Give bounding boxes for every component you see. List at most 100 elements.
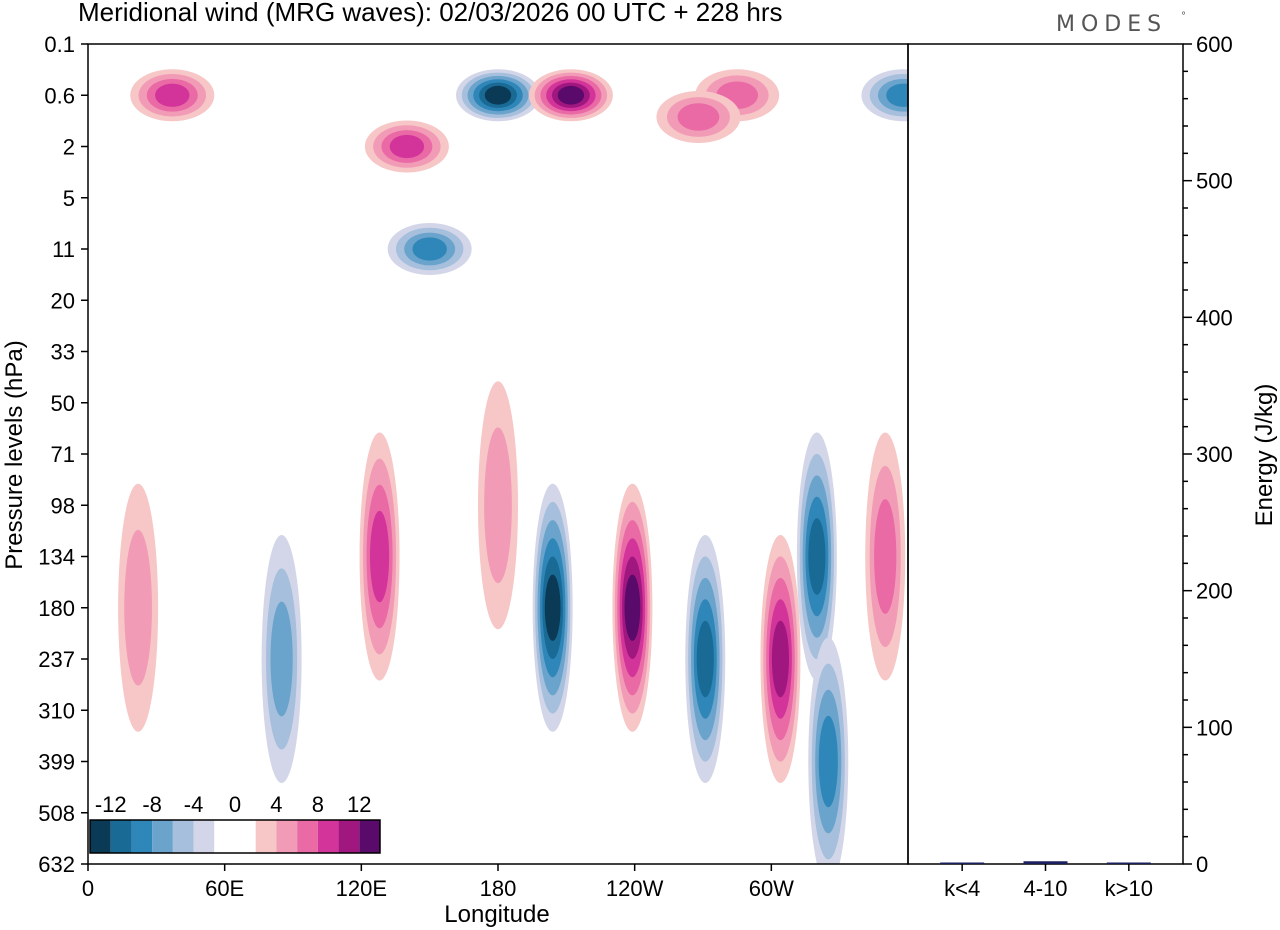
energy-bar — [1106, 862, 1151, 864]
pressure-tick-label: 33 — [51, 340, 75, 365]
pressure-tick-label: 71 — [51, 442, 75, 467]
contour-feature — [359, 432, 400, 681]
pressure-tick-label: 310 — [38, 698, 75, 723]
contour-feature — [456, 69, 540, 122]
colorbar-label: -8 — [142, 792, 162, 817]
energy-panel-frame — [907, 43, 1184, 865]
pressure-tick-label: 5 — [63, 186, 75, 211]
energy-bar — [940, 862, 985, 864]
contour-feature — [528, 69, 613, 122]
contour-feature — [478, 381, 518, 630]
colorbar-label: 8 — [312, 792, 324, 817]
pressure-tick-label: 508 — [38, 801, 75, 826]
energy-category-label: k<4 — [944, 876, 980, 901]
chart-title: Meridional wind (MRG waves): 02/03/2026 … — [78, 0, 783, 27]
colorbar-swatch — [338, 820, 360, 853]
energy-bar — [1023, 861, 1068, 864]
contour-band — [886, 83, 908, 107]
energy-tick-label: 600 — [1196, 32, 1233, 57]
energy-tick-label: 100 — [1196, 715, 1233, 740]
contour-feature — [865, 432, 906, 681]
pressure-tick-label: 180 — [38, 596, 75, 621]
colorbar: -12 -8 -4 0 4 8 12 — [89, 792, 381, 854]
contour-feature — [532, 483, 573, 732]
colorbar-swatch — [255, 820, 277, 853]
contour-feature — [861, 69, 908, 122]
brand-mark: ° — [1181, 11, 1186, 22]
colorbar-swatch — [317, 820, 339, 853]
contour-feature — [612, 483, 653, 732]
energy-tick-label: 200 — [1196, 579, 1233, 604]
contour-fields — [118, 69, 908, 864]
contour-band — [624, 574, 641, 641]
longitude-tick-label: 120E — [336, 876, 387, 901]
contour-band — [557, 85, 585, 105]
energy-tick-label: 400 — [1196, 305, 1233, 330]
colorbar-label: 0 — [229, 792, 241, 817]
contour-band — [124, 529, 152, 686]
contour-feature — [796, 432, 837, 681]
energy-tick-label: 0 — [1196, 852, 1208, 877]
contour-feature — [808, 637, 849, 864]
pressure-tick-label: 11 — [52, 237, 75, 262]
contour-feature — [387, 223, 472, 275]
contour-feature — [656, 90, 741, 143]
energy-tick-label: 300 — [1196, 442, 1233, 467]
energy-category-label: 4-10 — [1023, 876, 1067, 901]
colorbar-swatch — [214, 820, 256, 853]
pressure-tick-label: 134 — [38, 545, 75, 570]
energy-categories: k<4 4-10 k>10 — [944, 864, 1153, 901]
colorbar-swatch — [172, 820, 194, 853]
colorbar-swatch — [152, 820, 173, 853]
pressure-tick-label: 98 — [51, 493, 75, 518]
contour-band — [771, 620, 790, 698]
colorbar-frame — [89, 819, 381, 854]
pressure-axis: 0.1 0.6 2 5 11 20 33 50 71 98 134 180 237 310 399 508 63… — [38, 32, 88, 877]
energy-tick-label: 500 — [1196, 169, 1233, 194]
pressure-tick-label: 2 — [63, 135, 75, 160]
energy-bars — [940, 861, 1151, 864]
longitude-axis: 0 60E 120E 180 120W 60W — [82, 864, 794, 901]
longitude-tick-label: 0 — [82, 876, 94, 901]
colorbar-swatch — [193, 820, 215, 853]
pressure-tick-label: 0.1 — [44, 32, 75, 57]
contour-band — [818, 715, 838, 808]
pressure-tick-label: 50 — [51, 391, 75, 416]
contour-feature — [685, 535, 726, 783]
energy-axis: 0 100 200 300 400 500 600 — [1183, 32, 1233, 877]
pressure-tick-label: 632 — [38, 852, 75, 877]
colorbar-label: 4 — [270, 792, 282, 817]
pressure-tick-label: 20 — [51, 288, 75, 313]
contour-band — [484, 85, 512, 105]
colorbar-swatch — [131, 820, 153, 853]
colorbar-label: 12 — [347, 792, 371, 817]
contour-feature — [261, 535, 302, 783]
contour-band — [808, 518, 826, 595]
colorbar-swatch — [110, 820, 132, 853]
colorbar-label: -4 — [184, 792, 204, 817]
pressure-tick-label: 237 — [38, 647, 75, 672]
pressure-tick-label: 399 — [38, 750, 75, 775]
colorbar-label: -12 — [95, 792, 127, 817]
longitude-tick-label: 60E — [205, 876, 244, 901]
contour-feature — [364, 120, 449, 173]
contour-band — [389, 134, 425, 159]
colorbar-swatch — [276, 820, 298, 853]
energy-axis-title: Energy (J/kg) — [1251, 384, 1278, 527]
contour-band — [544, 574, 561, 641]
energy-category-label: k>10 — [1105, 876, 1153, 901]
contour-feature — [760, 535, 801, 783]
brand-logo: MODES — [1056, 12, 1167, 37]
contour-band — [412, 237, 447, 261]
x-axis-title: Longitude — [444, 901, 549, 928]
longitude-tick-label: 120W — [606, 876, 664, 901]
heatmap-plot — [88, 44, 908, 864]
contour-band — [696, 620, 714, 698]
pressure-tick-label: 0.6 — [44, 83, 75, 108]
contour-band — [369, 510, 390, 603]
colorbar-swatch — [90, 820, 111, 853]
longitude-tick-label: 180 — [480, 876, 517, 901]
longitude-tick-label: 60W — [749, 876, 794, 901]
contour-feature — [130, 69, 215, 122]
